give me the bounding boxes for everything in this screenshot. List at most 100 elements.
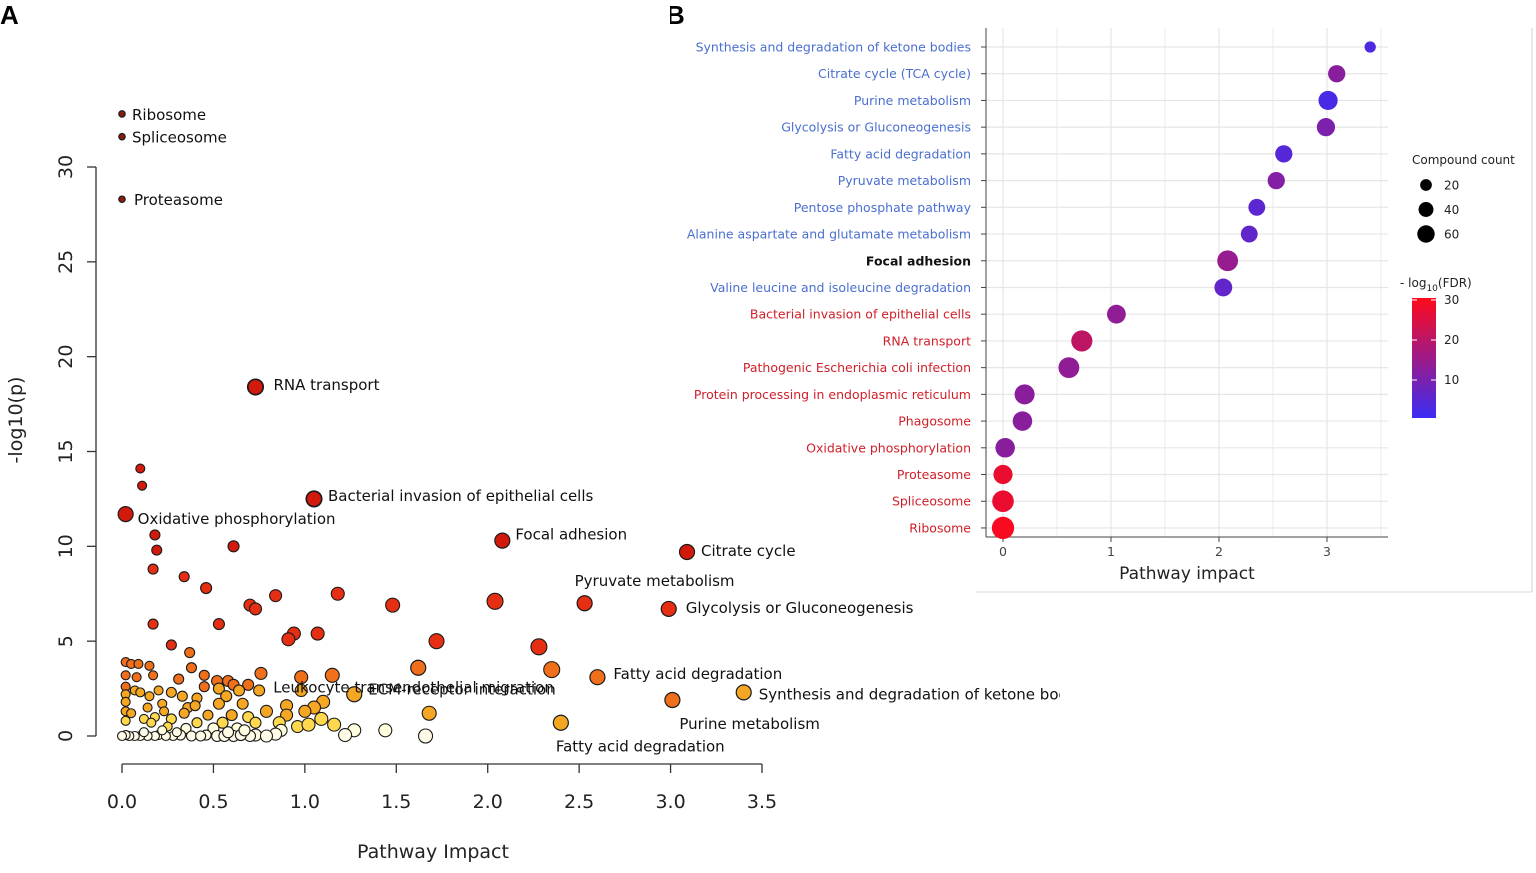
labeled-data-point <box>552 714 569 731</box>
point-label: Pyruvate metabolism <box>575 572 735 590</box>
dot-point <box>1071 330 1093 352</box>
data-point <box>378 723 393 738</box>
data-point <box>157 725 168 736</box>
category-label: Synthesis and degradation of ketone bodi… <box>696 40 971 55</box>
point-label: RNA transport <box>273 376 379 394</box>
data-point <box>253 684 266 697</box>
data-point <box>176 690 188 702</box>
data-point <box>294 670 309 685</box>
x-tick-label: 3 <box>1323 544 1331 559</box>
data-point <box>530 638 548 656</box>
data-point <box>133 658 144 669</box>
data-point <box>147 563 159 575</box>
point-label: Proteasome <box>134 191 223 209</box>
data-point <box>254 666 268 680</box>
data-point <box>198 669 210 681</box>
point-label: Ribosome <box>132 106 206 124</box>
x-tick-label: 1.5 <box>381 791 411 813</box>
data-point <box>428 633 445 650</box>
data-point <box>330 586 345 601</box>
data-point <box>202 709 214 721</box>
category-label: Pyruvate metabolism <box>838 173 971 188</box>
y-tick-label: 20 <box>55 345 77 369</box>
data-point <box>149 529 161 541</box>
x-tick-label: 0 <box>999 544 1007 559</box>
panel-b-points <box>991 41 1376 540</box>
data-point <box>486 592 504 610</box>
data-point <box>147 618 159 630</box>
category-label: Spliceosome <box>892 494 971 509</box>
data-point <box>173 673 185 685</box>
category-label: Oxidative phosphorylation <box>806 440 971 455</box>
panel-a-axes: 0.0 0.5 1.0 1.5 2.0 2.5 3.0 3.5 0 5 10 15 20 25 30 <box>55 155 777 813</box>
dot-point <box>991 516 1015 540</box>
labeled-data-point <box>410 659 427 676</box>
legend-size-label: 40 <box>1444 203 1459 217</box>
labeled-data-point <box>305 490 323 508</box>
legend-color-bar <box>1412 298 1436 418</box>
dot-point <box>1240 225 1258 243</box>
data-point <box>142 702 153 713</box>
labeled-data-point <box>494 532 511 549</box>
point-label: Purine metabolism <box>679 715 820 733</box>
labeled-data-point <box>678 543 696 561</box>
point-label: Fatty acid degradation <box>556 738 725 756</box>
data-point <box>189 700 201 712</box>
legend-color-label: 10 <box>1444 373 1459 387</box>
data-point <box>185 730 198 742</box>
legend-size-dot <box>1417 225 1435 243</box>
plot-background <box>986 28 1388 537</box>
data-point <box>131 672 142 683</box>
dot-point <box>1214 278 1233 297</box>
point-label: Fatty acid degradation <box>613 665 782 683</box>
panel-a-points <box>116 110 752 744</box>
data-point <box>212 618 225 631</box>
data-point <box>212 697 225 710</box>
point-label: Synthesis and degradation of ketone bodi… <box>759 685 1060 703</box>
category-label: Pathogenic Escherichia coli infection <box>743 360 971 375</box>
x-tick-label: 0.5 <box>198 791 228 813</box>
data-point <box>178 707 190 719</box>
point-label: Citrate cycle <box>701 542 796 560</box>
category-label: Protein processing in endoplasmic reticu… <box>694 387 971 402</box>
data-point <box>248 602 263 616</box>
category-label: Pentose phosphate pathway <box>794 200 972 215</box>
labeled-data-point <box>117 505 134 523</box>
data-point <box>421 705 437 721</box>
data-point <box>294 683 308 698</box>
y-tick-label: 25 <box>55 250 77 274</box>
data-point <box>543 661 561 679</box>
data-point <box>120 670 131 681</box>
labeled-data-point <box>589 669 606 686</box>
labeled-data-point <box>247 378 264 396</box>
dot-point <box>1318 90 1338 111</box>
data-point <box>198 681 210 693</box>
data-point <box>116 730 128 742</box>
data-point <box>144 660 155 671</box>
data-point <box>327 717 342 732</box>
data-point <box>227 540 240 553</box>
data-point <box>165 686 177 698</box>
category-label: Citrate cycle (TCA cycle) <box>818 66 971 81</box>
dot-point <box>1248 198 1266 216</box>
panel-a-x-axis-label: Pathway Impact <box>357 841 509 863</box>
data-point <box>216 716 229 729</box>
x-tick-label: 2.5 <box>564 791 594 813</box>
x-tick-label: 0.0 <box>107 791 137 813</box>
data-point <box>236 697 249 710</box>
panel-b-x-axis-label: Pathway impact <box>1119 564 1255 584</box>
x-tick-label: 1.0 <box>290 791 320 813</box>
data-point <box>310 626 325 641</box>
point-label: Focal adhesion <box>515 526 627 544</box>
data-point <box>314 711 329 726</box>
dot-point <box>1014 384 1035 405</box>
category-label: Glycolysis or Gluconeogenesis <box>781 120 971 135</box>
data-point <box>191 717 203 729</box>
data-point <box>195 730 207 742</box>
point-label: Bacterial invasion of epithelial cells <box>328 487 594 505</box>
x-tick-label: 2.0 <box>473 791 503 813</box>
data-point <box>232 684 246 697</box>
dot-point <box>995 438 1015 458</box>
x-tick-label: 3.5 <box>747 791 777 813</box>
x-tick-label: 1 <box>1107 544 1115 559</box>
